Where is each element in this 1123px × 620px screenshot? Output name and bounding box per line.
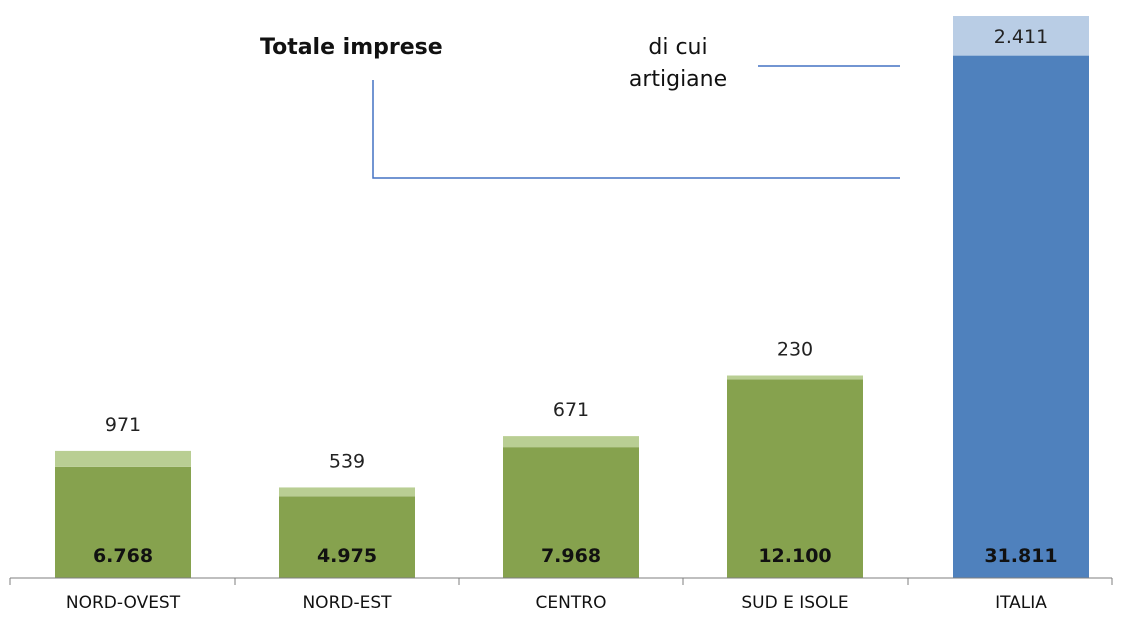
- bars-group: [55, 16, 1089, 579]
- category-label-3: SUD E ISOLE: [741, 593, 848, 613]
- legend-total-bracket: [372, 80, 900, 179]
- bar-total-0: [55, 466, 191, 578]
- label-artisan-2: 671: [553, 399, 589, 421]
- bar-artisan-1: [279, 487, 415, 497]
- legend-artisan-label-line2: artigiane: [629, 67, 727, 92]
- legend-artisan-label-line1: di cui: [648, 35, 707, 60]
- label-total-0: 6.768: [93, 545, 153, 567]
- bar-artisan-2: [503, 436, 639, 448]
- label-total-4: 31.811: [984, 545, 1057, 567]
- label-artisan-1: 539: [329, 450, 365, 472]
- bar-artisan-0: [55, 450, 191, 467]
- category-label-0: NORD-OVEST: [66, 593, 181, 613]
- label-artisan-3: 230: [777, 339, 813, 361]
- label-total-2: 7.968: [541, 545, 601, 567]
- bar-total-2: [503, 447, 639, 578]
- bar-total-1: [279, 496, 415, 578]
- label-total-3: 12.100: [758, 545, 831, 567]
- category-label-1: NORD-EST: [302, 593, 392, 613]
- bar-total-3: [727, 379, 863, 578]
- bar-artisan-4: [953, 16, 1089, 56]
- label-total-1: 4.975: [317, 545, 377, 567]
- category-label-2: CENTRO: [536, 593, 607, 613]
- bar-total-4: [953, 55, 1089, 579]
- category-labels: NORD-OVEST NORD-EST CENTRO SUD E ISOLE ITALI…: [66, 593, 1047, 613]
- label-artisan-0: 971: [105, 414, 141, 436]
- category-label-4: ITALIA: [995, 593, 1047, 613]
- x-axis-ticks: [9, 578, 1113, 585]
- labels-group: 6.768 971 4.975 539 7.968 671 12.100 230 31.811 2…: [93, 26, 1058, 567]
- legend: Totale imprese di cui artigiane: [260, 35, 900, 179]
- legend-total-label: Totale imprese: [260, 35, 443, 60]
- label-artisan-4: 2.411: [994, 26, 1048, 48]
- bar-artisan-3: [727, 375, 863, 380]
